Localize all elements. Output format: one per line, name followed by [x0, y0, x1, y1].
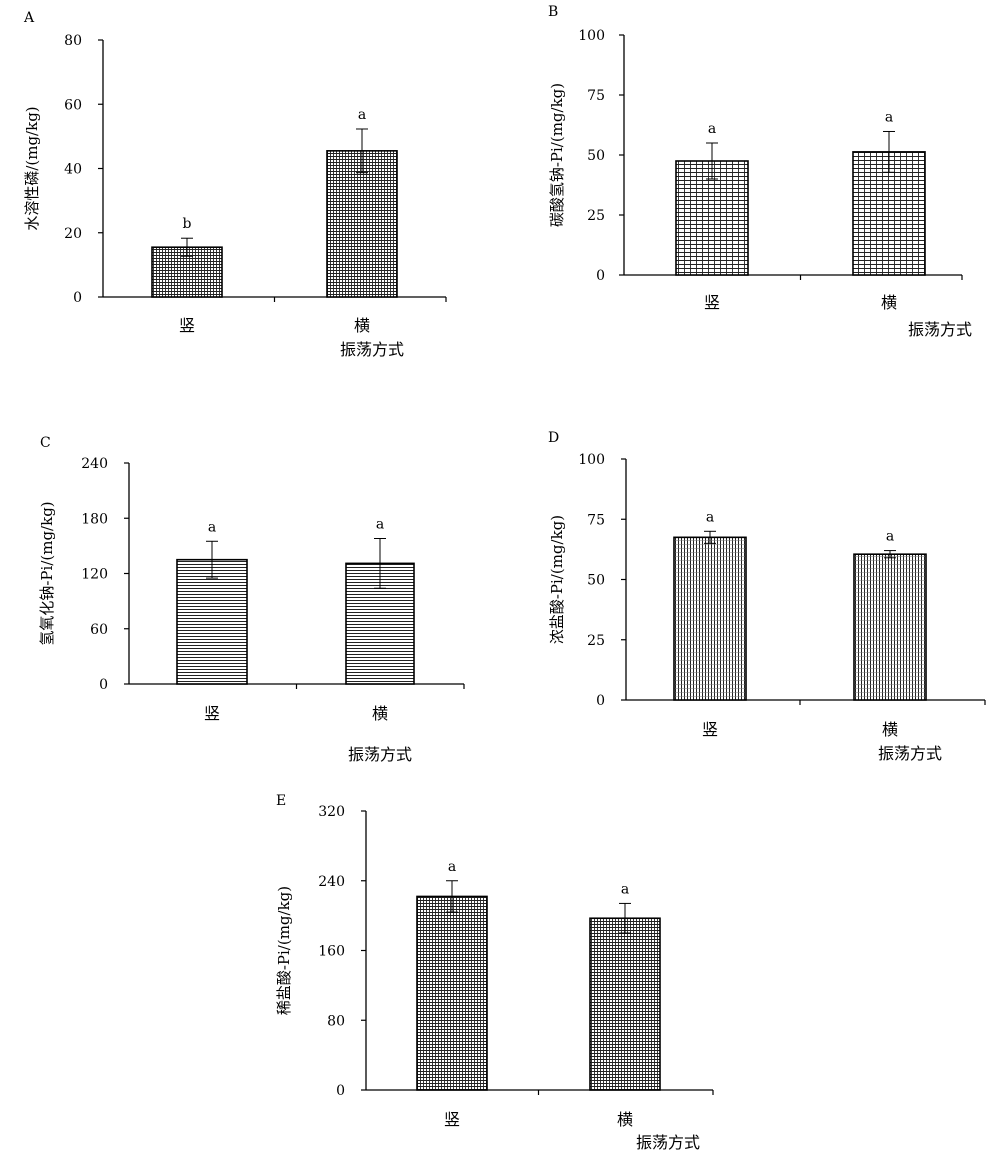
y-tick-label: 120	[81, 567, 108, 583]
x-category-label: 竖	[204, 704, 220, 723]
x-category-label: 横	[372, 704, 388, 723]
significance-label: a	[208, 519, 216, 535]
y-tick-label: 20	[64, 226, 82, 242]
y-tick-label: 80	[64, 33, 82, 49]
y-axis-label: 水溶性磷/(mg/kg)	[23, 106, 41, 230]
significance-label: a	[886, 529, 894, 545]
y-tick-label: 50	[587, 148, 605, 164]
x-category-label: 横	[882, 720, 898, 739]
y-tick-label: 80	[327, 1013, 345, 1029]
significance-label: a	[885, 109, 893, 125]
y-tick-label: 0	[99, 677, 108, 693]
significance-label: a	[358, 107, 366, 123]
x-axis-label: 振荡方式	[908, 320, 972, 339]
y-axis-label: 氢氧化钠-Pi/(mg/kg)	[38, 501, 56, 645]
y-axis-label: 稀盐酸-Pi/(mg/kg)	[275, 886, 293, 1015]
y-tick-label: 60	[90, 622, 108, 638]
significance-label: b	[183, 216, 192, 232]
panel-letter: B	[548, 4, 558, 20]
panel-letter: A	[23, 10, 35, 26]
y-tick-label: 60	[64, 97, 82, 113]
y-axis-label: 碳酸氢钠-Pi/(mg/kg)	[548, 83, 566, 227]
significance-label: a	[706, 509, 714, 525]
x-category-label: 横	[881, 293, 897, 312]
panel-letter: D	[548, 430, 559, 446]
y-tick-label: 240	[81, 456, 108, 472]
y-tick-label: 25	[587, 208, 605, 224]
significance-label: a	[376, 517, 384, 533]
y-tick-label: 100	[578, 452, 605, 468]
y-tick-label: 75	[587, 88, 605, 104]
bar-vertical-shaking	[416, 895, 488, 1091]
y-tick-label: 100	[578, 28, 605, 44]
y-tick-label: 75	[587, 512, 605, 528]
y-tick-label: 0	[596, 693, 605, 709]
y-tick-label: 0	[73, 290, 82, 306]
x-category-label: 横	[354, 316, 370, 335]
significance-label: a	[708, 121, 716, 137]
y-tick-label: 25	[587, 633, 605, 649]
y-tick-label: 40	[64, 162, 82, 178]
x-category-label: 横	[617, 1110, 633, 1129]
x-category-label: 竖	[702, 720, 718, 739]
y-tick-label: 160	[318, 944, 345, 960]
y-axis-label: 浓盐酸-Pi/(mg/kg)	[548, 515, 566, 644]
significance-label: a	[448, 859, 456, 875]
y-tick-label: 0	[336, 1083, 345, 1099]
y-tick-label: 320	[318, 804, 345, 820]
bar-horizontal-shaking	[589, 917, 661, 1091]
significance-label: a	[621, 881, 629, 897]
x-category-label: 竖	[179, 316, 195, 335]
bar-horizontal-shaking	[853, 553, 927, 701]
x-axis-label: 振荡方式	[348, 745, 412, 764]
panel-letter: E	[276, 793, 286, 809]
y-tick-label: 180	[81, 511, 108, 527]
x-category-label: 竖	[444, 1110, 460, 1129]
x-axis-label: 振荡方式	[878, 744, 942, 763]
panel-letter: C	[40, 435, 51, 451]
x-axis-label: 振荡方式	[636, 1133, 700, 1152]
x-category-label: 竖	[704, 293, 720, 312]
bar-vertical-shaking	[673, 536, 747, 701]
y-tick-label: 50	[587, 573, 605, 589]
y-tick-label: 240	[318, 874, 345, 890]
x-axis-label: 振荡方式	[340, 340, 404, 359]
y-tick-label: 0	[596, 268, 605, 284]
